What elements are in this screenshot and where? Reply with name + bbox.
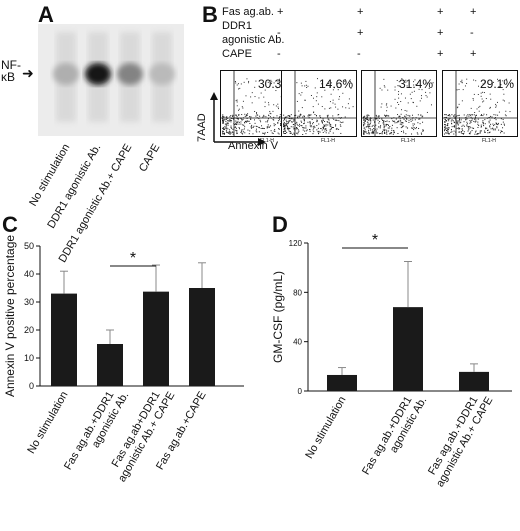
flow-sign-cape: +	[470, 48, 477, 60]
flow-sign-cape: -	[357, 48, 361, 60]
y-tick-label: 0	[298, 387, 303, 396]
flow-sign-fas: +	[357, 6, 364, 18]
bar	[327, 374, 357, 391]
nfkb-label-line2: κB	[1, 70, 16, 84]
y-tick-label: 120	[289, 239, 303, 248]
gel-blot	[38, 24, 184, 136]
flow-plot: 14.6% FL1-H	[281, 70, 357, 142]
svg-text:Fas ag.ab.+DDR1agonistic Ab.+: Fas ag.ab.+DDR1agonistic Ab.+ CAPE	[423, 388, 496, 489]
y-axis-title: Annexin V positive percentage	[3, 235, 17, 397]
svg-text:No stimulation: No stimulation	[303, 395, 348, 461]
flow-x-label: FL1-H	[321, 138, 335, 142]
flow-percent: 31.4%	[399, 77, 433, 91]
flow-x-label: FL1-H	[260, 138, 274, 142]
y-tick-label: 20	[24, 325, 34, 335]
flow-row-label: Fas ag.ab.	[222, 6, 274, 18]
nfkb-label-line1: NF-	[1, 58, 21, 72]
y-axis-label-7aad: 7AAD	[196, 113, 208, 142]
bar	[51, 293, 77, 386]
svg-text:Fas ag.ab.+DDR1agonistic Ab.: Fas ag.ab.+DDR1agonistic Ab.	[360, 388, 429, 483]
flow-plot: 31.4% FL1-H	[361, 70, 437, 142]
flow-percent: 14.6%	[319, 77, 353, 91]
flow-row-label: agonistic Ab.	[222, 34, 285, 46]
flow-sign-fas: +	[470, 6, 477, 18]
gel-band	[117, 63, 143, 85]
bar	[189, 288, 215, 386]
panel-c-letter: C	[2, 212, 18, 237]
flow-x-label: FL1-H	[401, 138, 415, 142]
y-tick-label: 40	[24, 269, 34, 279]
panel-d-letter: D	[272, 212, 288, 237]
category-label: Fas ag.ab.+DDR1agonistic Ab.	[360, 388, 429, 483]
gel-band	[53, 63, 79, 85]
flow-sign-fas: +	[277, 6, 284, 18]
significance-star: *	[130, 250, 136, 267]
significance-star: *	[372, 232, 378, 249]
bar	[393, 307, 423, 391]
category-label: No stimulation	[303, 395, 348, 461]
chart-c: 0 10 20 30 40 50 Annexin V positive percentage…	[3, 235, 244, 484]
y-tick-label: 80	[293, 288, 302, 297]
flow-row-label: CAPE	[222, 48, 252, 60]
gel-band	[149, 63, 175, 85]
y-tick-label: 40	[293, 338, 302, 347]
axis-arrows-icon	[210, 92, 266, 146]
svg-text:No stimulation: No stimulation	[25, 390, 70, 456]
y-axis-title: GM-CSF (pg/mL)	[271, 271, 285, 363]
flow-sign-fas: +	[437, 6, 444, 18]
nfkb-label: NF- κB	[1, 59, 21, 83]
flow-sign-ddr1: -	[277, 27, 281, 39]
x-axis-label-annexin: Annexin V	[228, 140, 279, 152]
flow-sign-cape: +	[437, 48, 444, 60]
lane-label: CAPE	[137, 142, 163, 174]
gel-bands	[53, 32, 175, 122]
category-label: No stimulation	[25, 390, 70, 456]
y-tick-label: 30	[24, 297, 34, 307]
panel-b-letter: B	[202, 2, 218, 27]
category-label: Fas ag.ab.+DDR1agonistic Ab.+ CAPE	[423, 388, 496, 490]
flow-x-label: FL1-H	[482, 138, 496, 142]
flow-sign-ddr1: -	[470, 27, 474, 39]
flow-row-label: DDR1	[222, 20, 252, 32]
arrow-right-icon: ➜	[22, 65, 34, 81]
flow-sign-ddr1: +	[437, 27, 444, 39]
flow-percent: 29.1%	[480, 77, 514, 91]
chart-d: 0 40 80 120 GM-CSF (pg/mL) No stimulation Fas …	[271, 232, 512, 490]
y-tick-label: 0	[29, 381, 34, 391]
flow-plot: 29.1% FL1-H	[442, 70, 518, 142]
bar	[97, 344, 123, 386]
panel-a-letter: A	[38, 2, 54, 27]
y-tick-label: 50	[24, 241, 34, 251]
flow-sign-ddr1: +	[357, 27, 364, 39]
bar	[143, 291, 169, 386]
flow-sign-cape: -	[277, 48, 281, 60]
gel-band	[85, 63, 111, 85]
y-tick-label: 10	[24, 353, 34, 363]
bar	[459, 371, 489, 391]
